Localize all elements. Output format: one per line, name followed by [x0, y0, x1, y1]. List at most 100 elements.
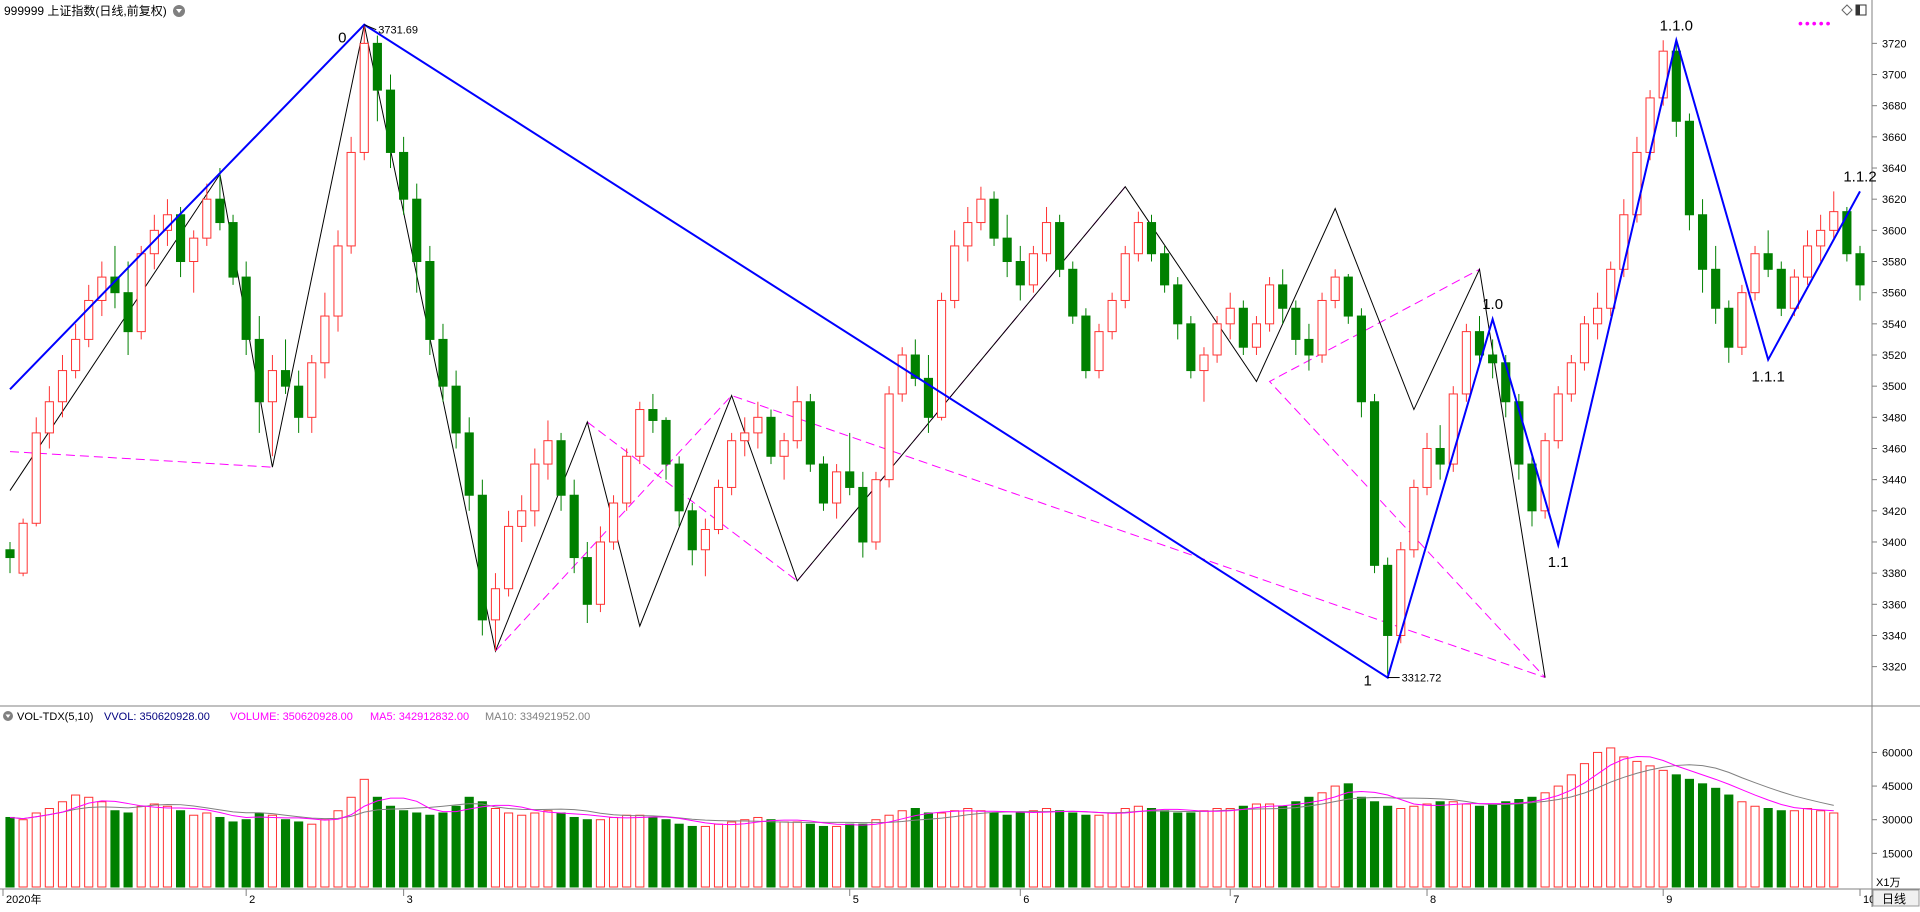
price-tick-label: 3380 [1882, 568, 1906, 580]
candle-body [1028, 253, 1038, 286]
candle-up [517, 495, 527, 542]
candle-body [976, 198, 986, 224]
candle-body [176, 214, 186, 263]
volume-axis: 15000 30000 45000 60000 [1872, 747, 1913, 860]
wave-labels: 0 1 1.0 1.1 1.1.0 1.1.1 1.1.2 [338, 17, 1877, 689]
volume-ma5-line [9, 755, 1834, 826]
volume-bar-down [280, 819, 291, 888]
volume-bar-down [1173, 812, 1183, 888]
candle-up [1566, 355, 1576, 402]
low-value-label: 3312.72 [1402, 673, 1442, 685]
period-button[interactable]: 日线 [1872, 889, 1920, 907]
candle-down [1763, 230, 1773, 278]
legend-dots: ••••• [1798, 15, 1833, 31]
month-label: 7 [1233, 894, 1239, 906]
candle-body [556, 440, 566, 496]
candle-up [740, 417, 750, 457]
volume-bar-up [963, 808, 973, 888]
wave-label: 0 [338, 30, 346, 47]
candle-up [1225, 292, 1235, 340]
month-label: 9 [1666, 894, 1672, 906]
candle-down [1842, 206, 1852, 262]
candle-down [1383, 557, 1393, 675]
candle-body [595, 541, 605, 605]
volume-bar-up [727, 821, 737, 888]
candle-body [1238, 307, 1248, 348]
candle-body [1343, 276, 1353, 317]
candle-body [241, 276, 251, 340]
candle-body [18, 522, 28, 574]
candle-body [1711, 268, 1721, 309]
volume-bar-up [779, 821, 789, 888]
volume-tick-label: 15000 [1882, 848, 1913, 860]
candle-body [740, 432, 750, 442]
volume-bar-up [595, 819, 605, 888]
wave-label: 1.1.0 [1660, 17, 1693, 34]
candle-body [1055, 222, 1065, 270]
volume-dropdown-icon[interactable] [3, 711, 13, 721]
candle-down [241, 261, 251, 355]
price-tick-label: 3560 [1882, 288, 1906, 300]
candle-down [1855, 245, 1865, 301]
candle-body [477, 494, 487, 621]
candle-up [1422, 432, 1432, 496]
volume-bar-down [1291, 801, 1301, 888]
price-tick-label: 3640 [1882, 163, 1906, 175]
candle-body [1081, 315, 1091, 372]
volume-bar-up [1645, 765, 1655, 888]
price-tick-label: 3700 [1882, 70, 1906, 82]
candle-down [451, 370, 461, 449]
candle-down [228, 214, 238, 285]
candle-up [1028, 245, 1038, 293]
volume-bar-down [464, 796, 474, 888]
candle-body [1278, 284, 1288, 309]
volume-bar-down [818, 825, 829, 888]
price-axis: 3320 3340 3360 3380 3400 3420 3440 3460 3480 3500… [1872, 38, 1906, 674]
volume-bar-up [1540, 792, 1550, 888]
candle-down [569, 479, 579, 574]
volume-bar-up [740, 819, 750, 888]
price-tick-label: 3340 [1882, 630, 1906, 642]
volume-bar-up [753, 816, 763, 888]
candle-down [687, 503, 697, 566]
volume-tick-label: 45000 [1882, 781, 1913, 793]
candle-body [1658, 50, 1668, 99]
month-label: 6 [1023, 894, 1029, 906]
candle-up [1737, 284, 1747, 355]
candle-body [1265, 284, 1275, 325]
volume-volume: VOLUME: 350620928.00 [230, 711, 353, 723]
volume-bar-down [687, 825, 697, 888]
candle-body [687, 510, 697, 551]
volume-bar-up [1606, 747, 1616, 888]
volume-ma-lines [9, 755, 1834, 826]
volume-bar-down [215, 816, 225, 888]
candle-down [556, 432, 566, 511]
candle-body [727, 440, 737, 488]
volume-bar-up [490, 808, 501, 888]
volume-bar-up [320, 819, 330, 888]
price-tick-label: 3460 [1882, 443, 1906, 455]
candle-body [1409, 486, 1419, 551]
volume-bar-up [1028, 810, 1038, 888]
volume-bar-down [254, 812, 264, 888]
diamond-icon[interactable] [1841, 4, 1853, 16]
volume-bar-down [989, 812, 999, 888]
candle-up [1579, 316, 1590, 371]
candle-body [1553, 393, 1563, 442]
candle-body [1356, 315, 1366, 403]
candle-up [1041, 206, 1052, 262]
candle-down [1081, 308, 1091, 379]
volume-indicator-name: VOL-TDX(5,10) [17, 711, 93, 723]
candle-body [1186, 323, 1196, 372]
candle-body [753, 416, 763, 434]
volume-bar-down [1343, 783, 1353, 888]
volume-bar-up [1802, 808, 1813, 888]
volume-bar-up [333, 810, 343, 888]
candle-body [884, 393, 894, 481]
title-dropdown-icon[interactable] [173, 5, 185, 17]
volume-bar-up [1619, 756, 1629, 888]
candle-body [1225, 307, 1235, 325]
channel-line [587, 421, 798, 582]
panel-toggle-icon[interactable] [1855, 4, 1867, 16]
price-tick-label: 3320 [1882, 662, 1906, 674]
